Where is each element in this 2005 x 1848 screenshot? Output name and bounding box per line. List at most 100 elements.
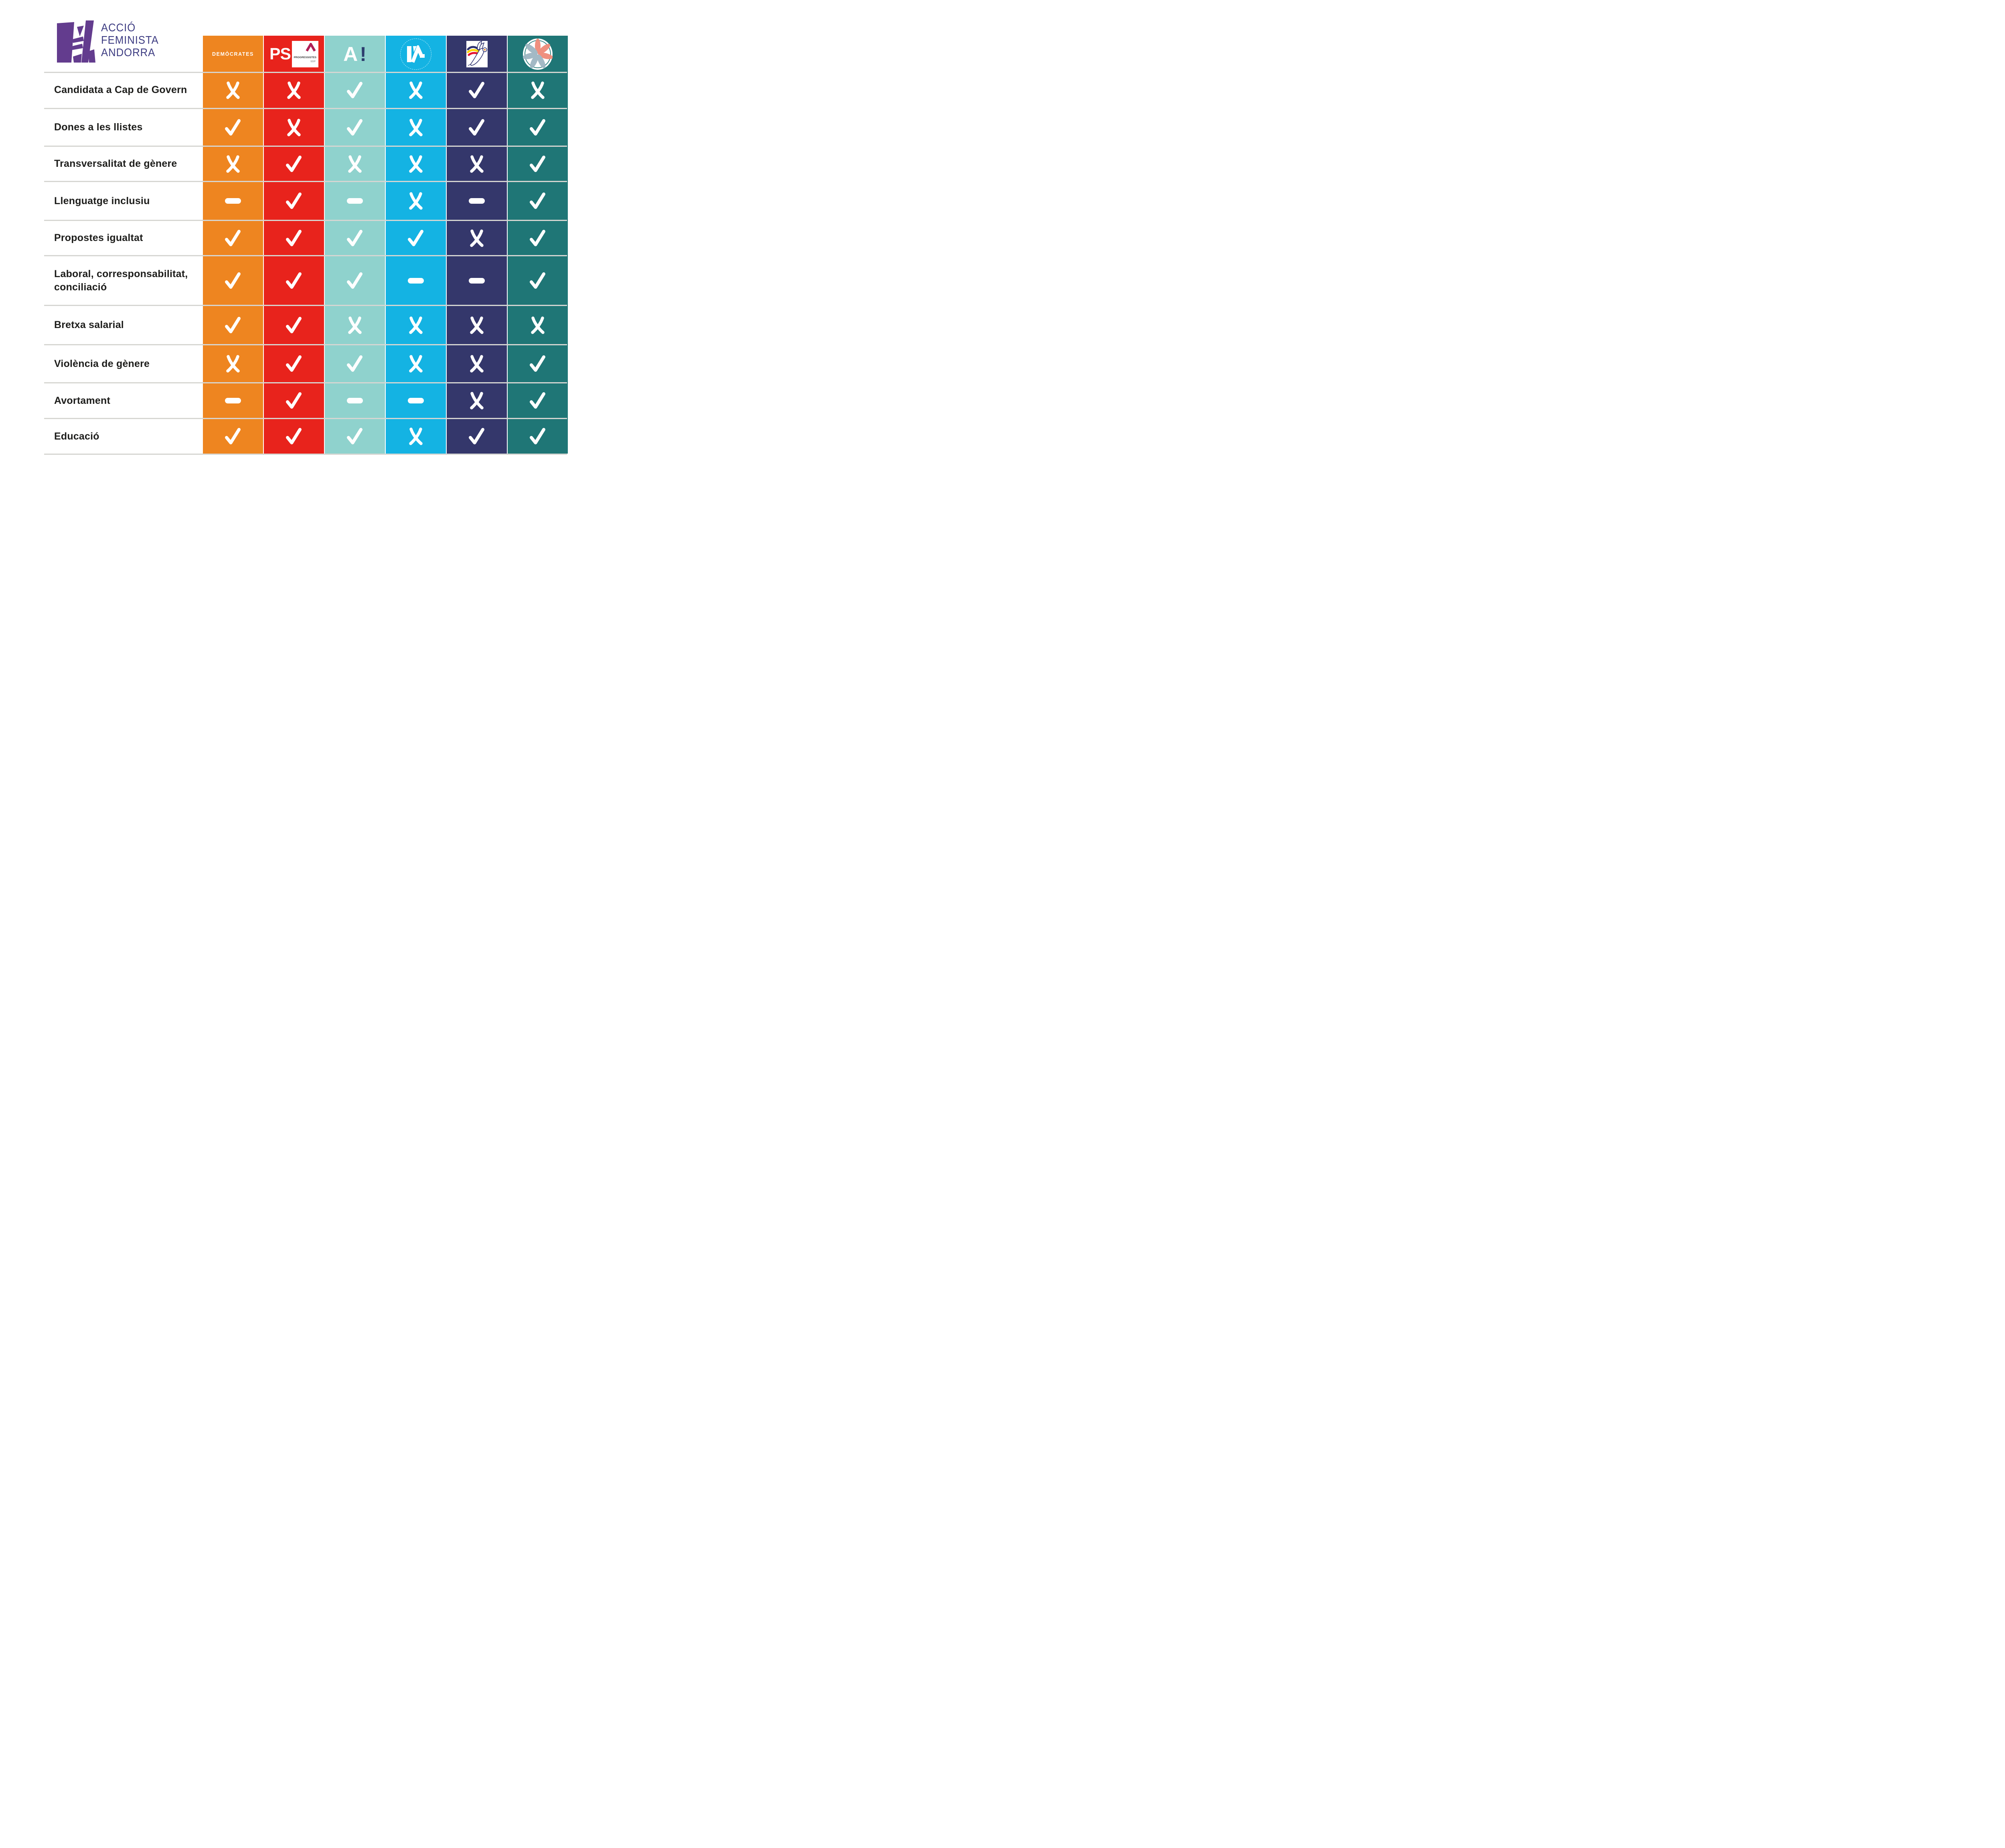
cross-icon [348, 316, 362, 334]
cross-icon [409, 355, 423, 373]
cross-icon [348, 155, 362, 173]
progressistes-sdp-box: PROGRESSISTES SDP [292, 41, 318, 67]
mark-cell [325, 109, 385, 146]
flower-icon [523, 38, 553, 68]
check-icon [225, 229, 241, 246]
progressistes-label: PROGRESSISTES [294, 56, 317, 59]
mark-cell [447, 383, 507, 418]
cross-icon [531, 81, 545, 99]
mark-cell [386, 109, 446, 146]
brand-line-2: FEMINISTA [101, 34, 159, 46]
party-header-democrates: DEMÒCRATES [203, 36, 263, 72]
cross-icon [409, 192, 423, 210]
check-icon [286, 355, 302, 372]
mark-cell [203, 419, 263, 454]
check-icon [530, 428, 545, 444]
cross-icon [409, 316, 423, 334]
cross-icon [409, 155, 423, 173]
sdp-label: SDP [310, 60, 316, 63]
party-logo-ps-progressistes: PS PROGRESSISTES SDP [269, 41, 318, 67]
check-icon [225, 119, 241, 136]
row-divider [44, 344, 567, 345]
dash-icon [225, 398, 241, 403]
cross-icon [409, 118, 423, 136]
ps-label: PS [269, 45, 291, 63]
row-divider [44, 181, 567, 182]
check-icon [347, 229, 363, 246]
party-header-l-a [386, 36, 446, 72]
dash-icon [408, 398, 424, 403]
cross-icon [287, 81, 301, 99]
cross-icon [470, 355, 484, 373]
row-label: Candidata a Cap de Govern [54, 84, 187, 95]
check-icon [530, 119, 545, 136]
check-icon [286, 428, 302, 444]
mark-cell [325, 182, 385, 220]
dash-icon [469, 198, 485, 204]
exclamation-mark: ! [360, 43, 367, 65]
mark-cell [203, 221, 263, 255]
column-stripe-democrates [203, 36, 263, 454]
column-stripe-dove-party [447, 36, 507, 454]
check-icon [530, 229, 545, 246]
column-stripe-l-a [386, 36, 446, 454]
mark-cell [203, 182, 263, 220]
row-divider [44, 454, 567, 455]
cross-icon [226, 81, 240, 99]
dash-icon [408, 278, 424, 284]
party-header-a-exclamacio: A! [325, 36, 385, 72]
mark-cell [508, 147, 568, 181]
check-icon [530, 355, 545, 372]
cross-icon [470, 392, 484, 409]
mark-cell [386, 256, 446, 305]
mark-cell [508, 383, 568, 418]
check-icon [530, 155, 545, 172]
cross-icon [470, 316, 484, 334]
party-header-dove-party [447, 36, 507, 72]
mark-cell [325, 419, 385, 454]
check-icon [469, 428, 484, 444]
row-label: Dones a les llistes [54, 122, 143, 133]
cross-icon [470, 155, 484, 173]
party-logo-flower-party [523, 38, 553, 70]
mark-cell [203, 345, 263, 382]
party-logo-dove-party [466, 41, 488, 67]
party-logo-a-exclamacio: A! [343, 43, 367, 66]
mark-cell [264, 221, 324, 255]
mark-cell [203, 109, 263, 146]
dash-icon [225, 198, 241, 204]
dash-icon [347, 398, 363, 403]
mark-cell [264, 345, 324, 382]
row-divider [44, 418, 567, 419]
check-icon [530, 272, 545, 289]
a-letter: A [343, 43, 358, 65]
mark-cell [325, 256, 385, 305]
row-label: Llenguatge inclusiu [54, 195, 150, 207]
check-icon [286, 229, 302, 246]
check-icon [530, 192, 545, 209]
row-label: Transversalitat de gènere [54, 158, 177, 169]
mark-cell [264, 419, 324, 454]
mark-cell [325, 345, 385, 382]
brand-line-1: ACCIÓ [101, 21, 136, 34]
check-icon [408, 229, 423, 246]
mark-cell [203, 383, 263, 418]
mark-cell [386, 306, 446, 344]
mark-cell [508, 345, 568, 382]
check-icon [347, 119, 363, 136]
mark-cell [447, 419, 507, 454]
mark-cell [447, 72, 507, 108]
mark-cell [447, 109, 507, 146]
check-icon [225, 272, 241, 289]
row-label: Educació [54, 430, 99, 442]
mark-cell [264, 72, 324, 108]
party-header-flower-party [508, 36, 568, 72]
mark-cell [386, 383, 446, 418]
cross-icon [531, 316, 545, 334]
mark-cell [386, 345, 446, 382]
row-divider [44, 305, 567, 306]
mark-cell [203, 256, 263, 305]
mark-cell [386, 182, 446, 220]
mark-cell [203, 72, 263, 108]
mark-cell [447, 256, 507, 305]
